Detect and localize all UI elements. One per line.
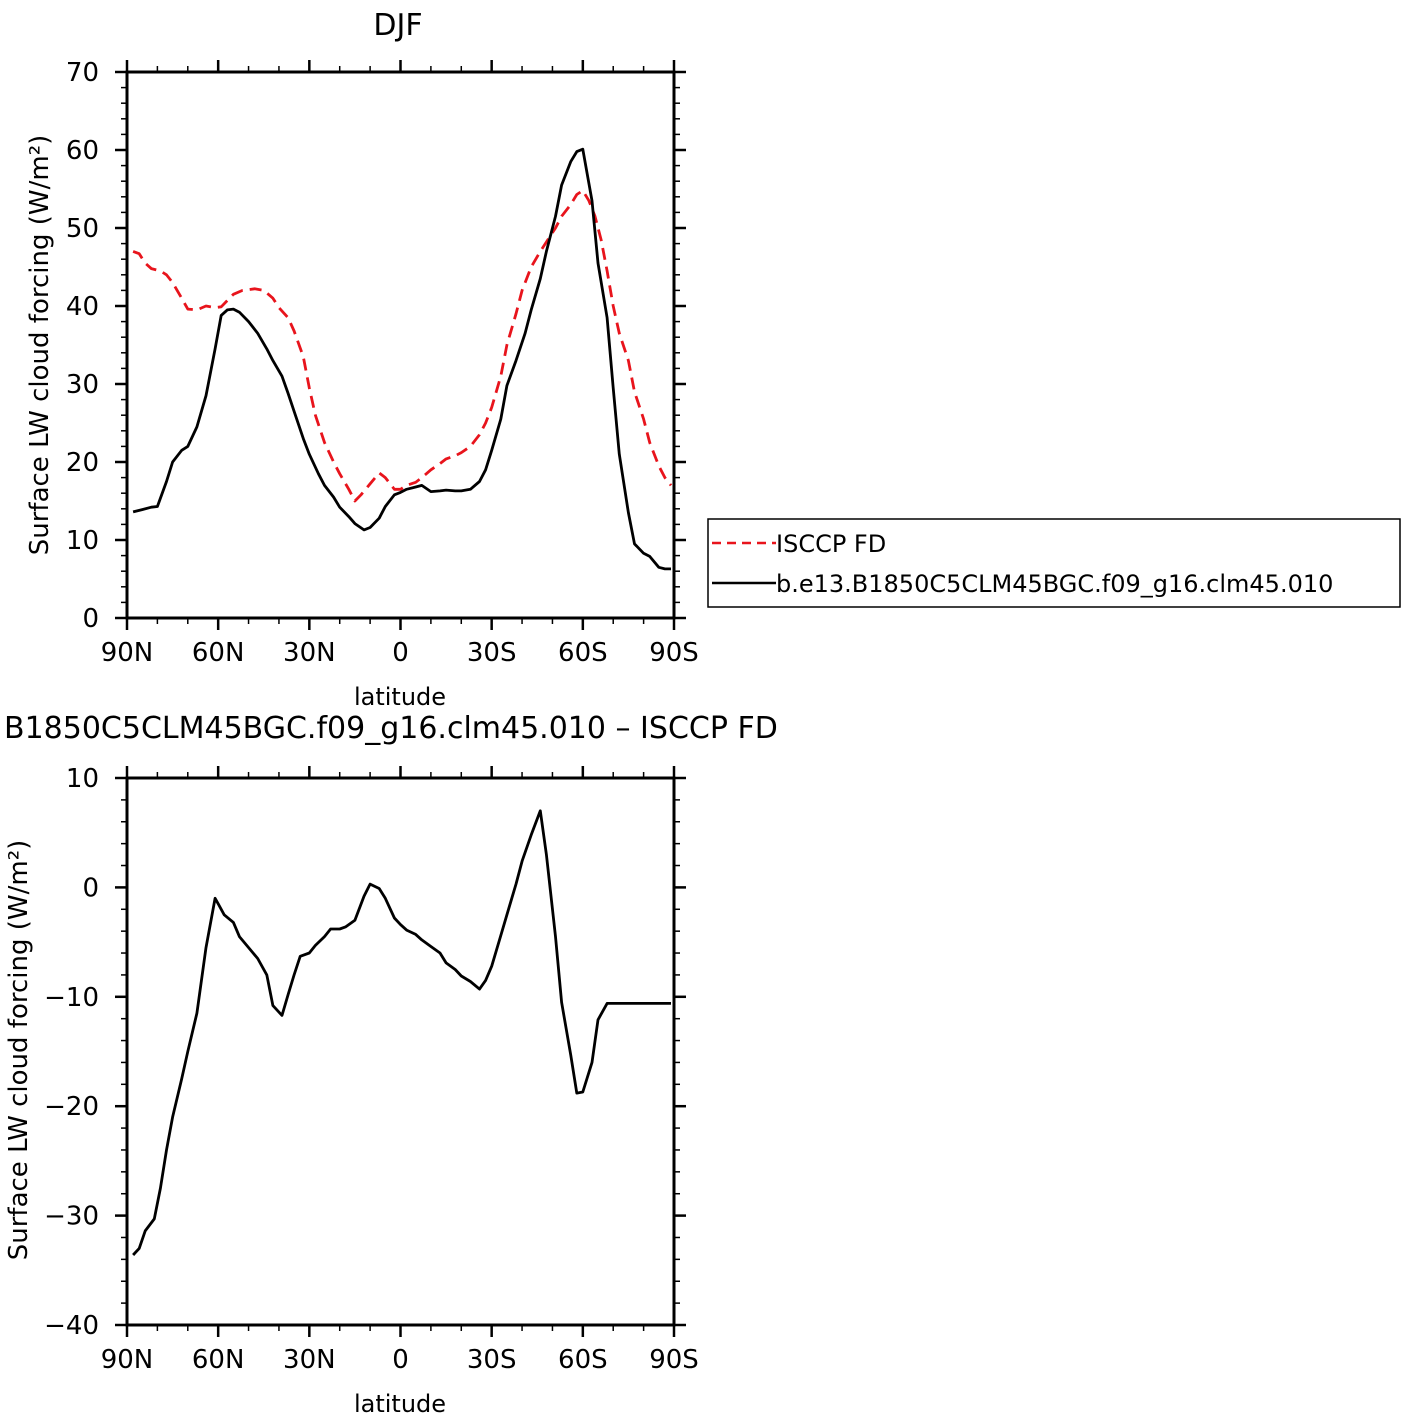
bottom-y-tick-label: −10 — [44, 983, 99, 1013]
bottom-x-tick-label: 30S — [467, 1345, 517, 1375]
bottom-axes: 90N 60N 30N 0 30S 60S 90S −40 −30 −20 −10 0 10 — [44, 764, 699, 1375]
bottom-y-tick-label: −40 — [44, 1311, 99, 1341]
bottom-y-tick-label: −20 — [44, 1092, 99, 1122]
top-plot-frame — [125, 70, 676, 620]
top-axes: 90N 60N 30N 0 30S 60S 90S 0 10 20 30 40 50 60 70 — [66, 58, 699, 668]
top-y-tick-label: 10 — [66, 526, 99, 556]
top-title: DJF — [373, 8, 422, 43]
bottom-series-line-0 — [132, 809, 671, 1256]
top-y-tick-label: 60 — [66, 136, 99, 166]
bottom-x-axis-label: latitude — [354, 1390, 446, 1418]
top-x-tick-label: 60S — [558, 638, 608, 668]
bottom-x-tick-label: 60N — [192, 1345, 245, 1375]
bottom-plot-frame — [125, 776, 676, 1327]
bottom-y-axis-label: Surface LW cloud forcing (W/m²) — [4, 840, 34, 1261]
top-x-tick-label: 90S — [649, 638, 699, 668]
legend-label-isccp: ISCCP FD — [776, 530, 886, 558]
top-y-tick-label: 40 — [66, 292, 99, 322]
top-series — [132, 147, 673, 571]
bottom-title: B1850C5CLM45BGC.f09_g16.clm45.010 – ISCC… — [4, 711, 778, 746]
top-y-tick-label: 0 — [82, 604, 99, 634]
top-x-tick-label: 60N — [192, 638, 245, 668]
bottom-x-tick-label: 0 — [392, 1345, 409, 1375]
bottom-x-tick-label: 60S — [558, 1345, 608, 1375]
top-series-line-0 — [132, 189, 673, 503]
legend-label-model: b.e13.B1850C5CLM45BGC.f09_g16.clm45.010 — [776, 570, 1333, 598]
top-y-tick-label: 20 — [66, 448, 99, 478]
bottom-series — [132, 809, 671, 1256]
legend-box — [707, 518, 1401, 608]
top-y-tick-label: 50 — [66, 214, 99, 244]
top-x-tick-label: 30N — [283, 638, 336, 668]
top-y-tick-label: 70 — [66, 58, 99, 88]
top-y-tick-label: 30 — [66, 370, 99, 400]
bottom-x-tick-label: 30N — [283, 1345, 336, 1375]
top-series-line-1 — [132, 147, 671, 571]
bottom-y-tick-label: −30 — [44, 1202, 99, 1232]
top-x-tick-label: 90N — [101, 638, 154, 668]
bottom-x-tick-label: 90N — [101, 1345, 154, 1375]
top-x-tick-label: 0 — [392, 638, 409, 668]
top-x-tick-label: 30S — [467, 638, 517, 668]
bottom-x-tick-label: 90S — [649, 1345, 699, 1375]
bottom-panel: B1850C5CLM45BGC.f09_g16.clm45.010 – ISCC… — [4, 711, 778, 1418]
top-x-axis-label: latitude — [354, 683, 446, 711]
bottom-y-tick-label: 10 — [66, 764, 99, 794]
bottom-y-tick-label: 0 — [82, 873, 99, 903]
legend: ISCCP FD b.e13.B1850C5CLM45BGC.f09_g16.c… — [707, 518, 1401, 608]
top-y-axis-label: Surface LW cloud forcing (W/m²) — [25, 135, 55, 556]
top-panel: DJF 90N 60N 30N 0 30S 60S 90S 0 10 20 30 40 50 60 70 l… — [25, 8, 699, 711]
